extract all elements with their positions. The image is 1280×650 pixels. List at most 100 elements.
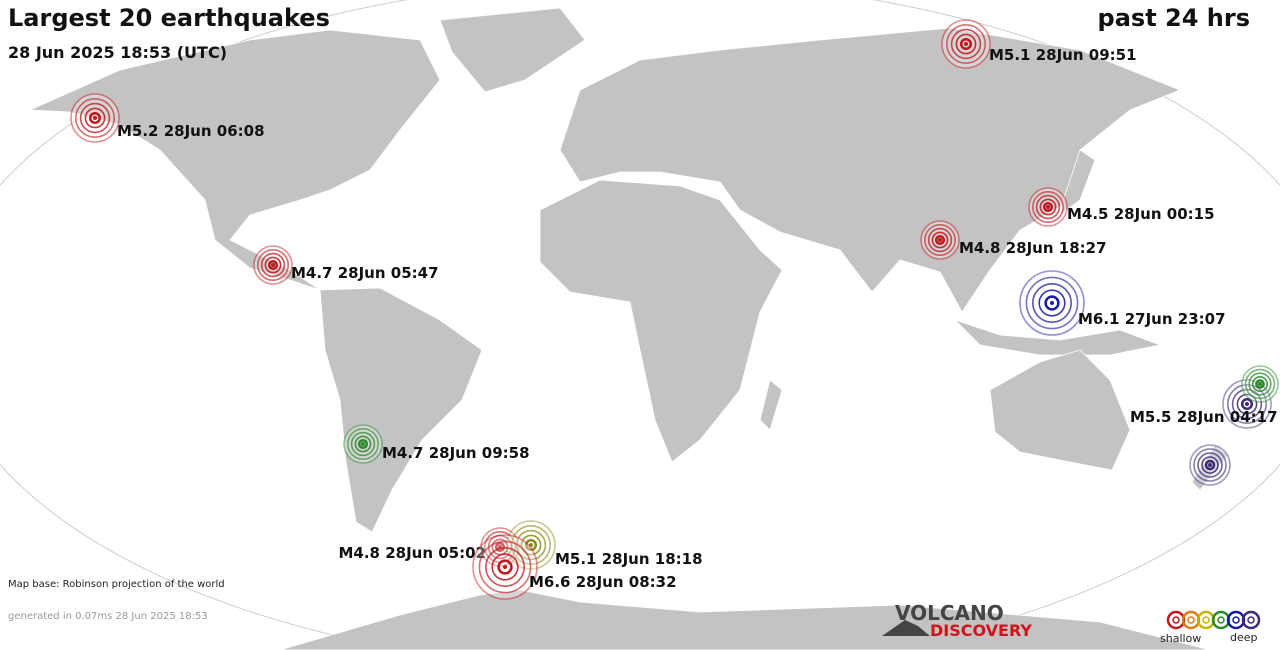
marker-ring [346,427,379,460]
logo-icon [882,620,930,636]
indonesia [954,319,1162,356]
earthquake-label: M4.7 28Jun 05:47 [291,264,439,282]
legend-ring-inner [1202,616,1210,624]
map-base-note: Map base: Robinson projection of the wor… [8,579,225,590]
earthquake-label: M5.5 28Jun 04:17 [1130,408,1278,426]
legend-ring-inner [1217,616,1225,624]
marker-ring [354,435,372,453]
marker-core [503,565,507,569]
legend-deep: deep [1230,631,1258,644]
earthquake-marker [1019,270,1085,336]
marker-ring [1201,456,1219,474]
marker-ring [256,249,289,282]
landmasses [29,7,1229,650]
marker-ring [1042,201,1054,213]
marker-ring [1244,368,1276,400]
marker-ring [1240,397,1254,411]
logo-bottom: DISCOVERY [930,621,1032,640]
title: Largest 20 earthquakes [8,4,330,32]
marker-core [93,116,97,120]
marker-ring [520,534,542,556]
marker-ring [524,538,538,552]
earthquake-marker [920,220,960,260]
south-america [319,287,483,533]
marker-ring [497,559,513,575]
earthquake-marker [1241,365,1279,403]
legend-ring-inner [1247,616,1255,624]
legend-ring [1241,610,1261,630]
earthquake-label: M4.8 28Jun 18:27 [959,239,1107,257]
marker-core [1208,463,1212,467]
marker-ring [1032,191,1065,224]
legend-ring-inner [1187,616,1195,624]
earthquake-marker [1189,444,1231,486]
earthquake-label: M5.2 28Jun 06:08 [117,122,265,140]
legend-shallow: shallow [1160,632,1201,645]
marker-core [938,238,942,242]
marker-ring [950,28,982,60]
marker-ring [1193,448,1227,482]
legend-ring [1181,610,1201,630]
marker-ring [484,546,525,587]
marker-ring [1255,379,1265,389]
marker-ring [264,256,282,274]
marker-ring [75,98,116,139]
eurasia [559,27,1182,313]
marker-ring [931,231,949,249]
earthquake-marker [472,534,538,600]
logo-top: VOLCANO [895,601,1004,625]
earthquake-marker [253,245,293,285]
marker-ring [491,553,519,581]
marker-ring [494,541,506,553]
earthquake-marker [70,93,120,143]
marker-ring [1252,375,1269,392]
madagascar [759,379,783,431]
earthquake-label: M5.1 28Jun 09:51 [989,46,1137,64]
north-america [29,29,441,291]
earthquake-label: M6.6 28Jun 08:32 [529,573,677,591]
marker-core [1046,205,1050,209]
marker-ring [1039,198,1057,216]
generated-note: generated in 0.07ms 28 Jun 2025 18:53 [8,611,208,622]
marker-ring [927,227,953,253]
marker-ring [1035,194,1061,220]
marker-ring [350,431,376,457]
marker-ring [1038,289,1066,317]
marker-ring [1025,276,1079,330]
japan [1059,149,1096,216]
marker-ring [79,102,111,134]
marker-core [1245,402,1249,406]
marker-core [271,263,275,267]
marker-ring [1227,383,1268,424]
logo: VOLCANO DISCOVERY [882,601,1032,640]
legend-ring-inner [1232,616,1240,624]
marker-ring [934,234,946,246]
earthquake-marker [343,424,383,464]
earthquake-label: M5.1 28Jun 18:18 [555,550,703,568]
marker-core [361,442,365,446]
timestamp: 28 Jun 2025 18:53 (UTC) [8,43,227,62]
earthquake-marker [1028,187,1068,227]
legend-ring [1226,610,1246,630]
marker-ring [923,224,956,257]
earthquake-marker [941,19,991,69]
earthquake-label: M4.7 28Jun 09:58 [382,444,530,462]
marker-ring [955,33,977,55]
legend-ring [1211,610,1231,630]
marker-core [529,543,533,547]
earthquake-label: M6.1 27Jun 23:07 [1078,310,1226,328]
legend-ring [1166,610,1186,630]
marker-ring [1044,295,1060,311]
marker-core [1050,301,1054,305]
marker-ring [1197,452,1223,478]
greenland [439,7,586,93]
legend-ring-inner [1172,616,1180,624]
marker-ring [88,111,102,125]
africa [539,179,783,463]
marker-ring [945,23,986,65]
marker-ring [1248,372,1272,396]
marker-ring [1204,459,1216,471]
marker-ring [260,252,286,278]
antarctica [279,589,1211,650]
